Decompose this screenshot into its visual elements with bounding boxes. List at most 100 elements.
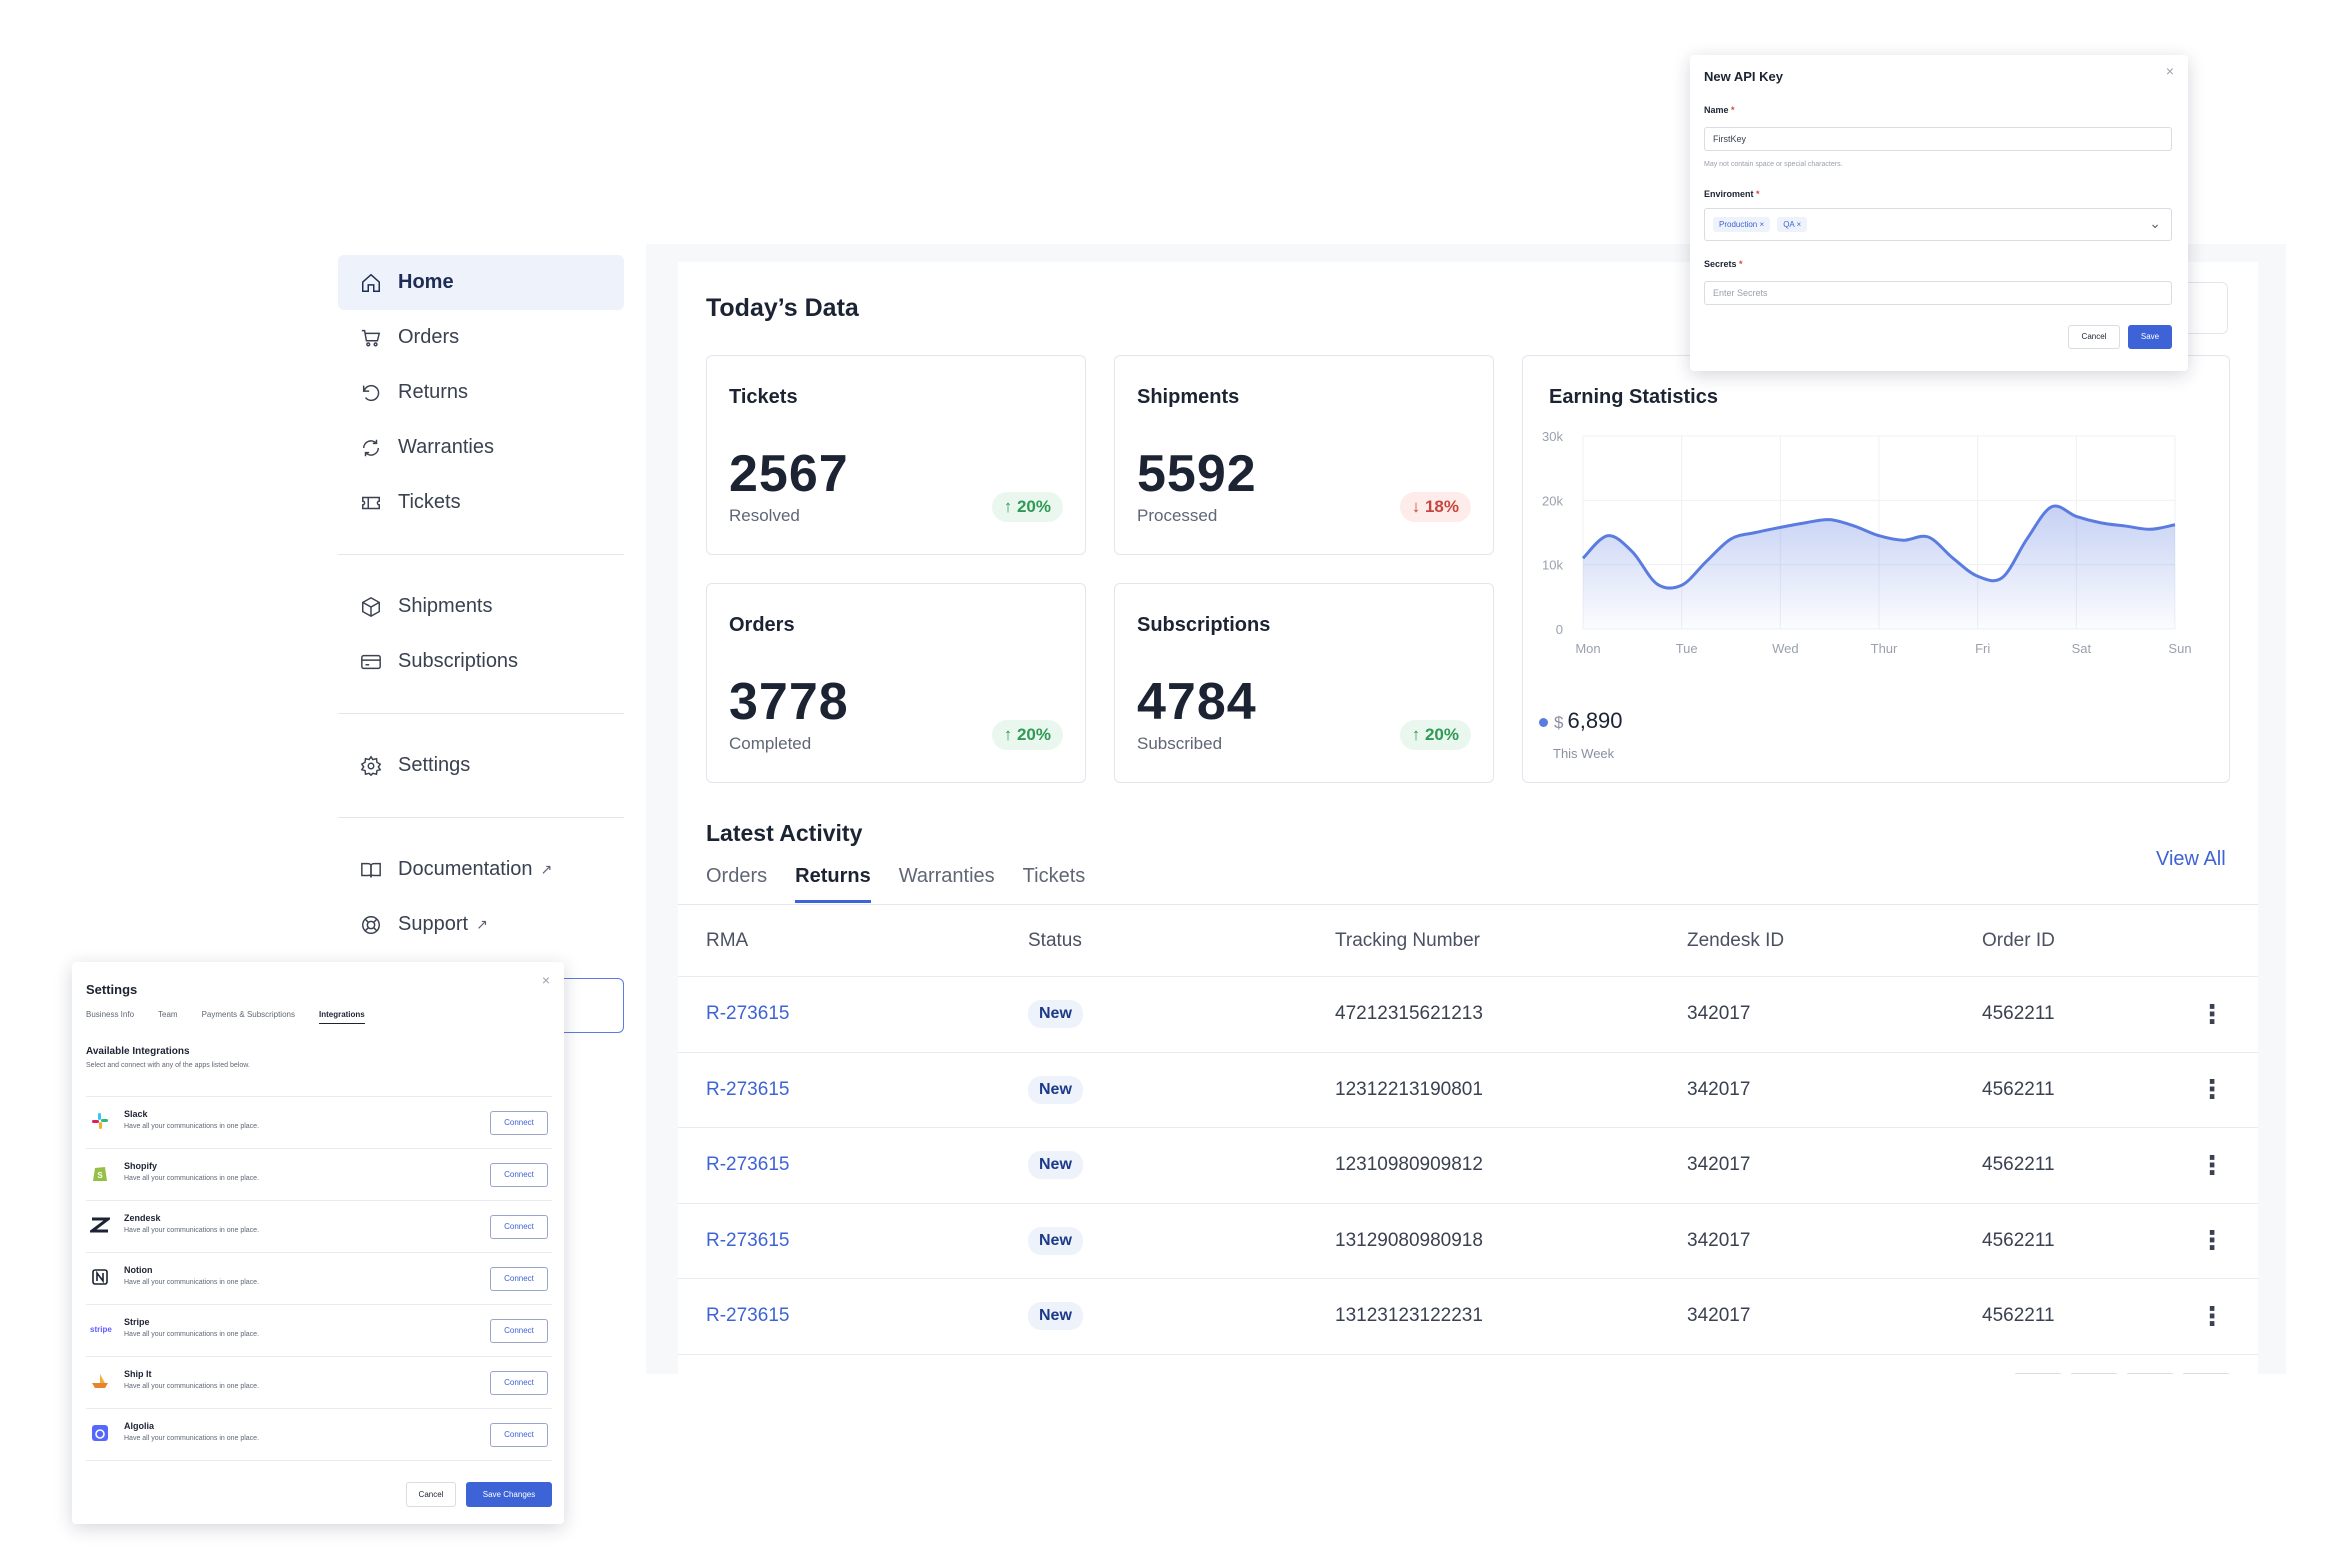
list-item: stripe Stripe Have all your communicatio…	[86, 1305, 552, 1357]
y-tick-label: 30k	[1542, 429, 1563, 444]
arrow-up-icon: ↑	[1003, 725, 1017, 744]
stat-card-subtitle: Completed	[729, 734, 812, 753]
environment-select[interactable]: Production × QA × ⌄	[1704, 208, 2172, 241]
tab-integrations[interactable]: Integrations	[318, 1010, 365, 1024]
stat-card-title: Subscriptions	[1137, 614, 1271, 636]
zendesk-id: 342017	[1687, 1154, 1751, 1176]
order-id: 4562211	[1982, 1078, 2055, 1100]
book-icon	[361, 862, 381, 877]
sidebar-item-tickets[interactable]: Tickets	[338, 475, 624, 530]
notion-icon	[90, 1267, 110, 1287]
name-label: Name *	[1704, 105, 1735, 115]
integration-name: Slack	[124, 1109, 148, 1119]
y-tick-label: 0	[1556, 622, 1563, 637]
connect-button[interactable]: Connect	[490, 1371, 548, 1395]
sidebar-item-label: Support	[398, 913, 469, 935]
sidebar-divider	[338, 713, 624, 714]
integration-name: Algolia	[124, 1421, 155, 1431]
cancel-button[interactable]: Cancel	[406, 1482, 456, 1507]
sidebar-item-documentation[interactable]: Documentation ↗	[338, 842, 624, 897]
stat-card-title: Shipments	[1137, 386, 1240, 408]
sidebar-item-label: Settings	[398, 754, 471, 776]
column-header: Tracking Number	[1335, 929, 1481, 951]
return-icon	[362, 384, 380, 401]
sidebar-item-label: Shipments	[398, 595, 493, 617]
sidebar-item-returns[interactable]: Returns	[338, 365, 624, 420]
rma-link[interactable]: R-273615	[706, 1078, 790, 1100]
stat-card-subscriptions: Subscriptions 4784 Subscribed ↑ 20%	[1114, 583, 1494, 783]
sidebar-item-shipments[interactable]: Shipments	[338, 579, 624, 634]
rma-link[interactable]: R-273615	[706, 1003, 790, 1025]
page-button[interactable]	[2071, 1373, 2117, 1376]
ticket-icon	[362, 496, 380, 509]
environment-chip[interactable]: Production ×	[1713, 217, 1771, 232]
sidebar-item-label: Warranties	[398, 436, 494, 458]
list-item: Ship It Have all your communications in …	[86, 1357, 552, 1409]
zendesk-icon	[87, 1215, 113, 1235]
more-options-icon[interactable]: ⋮	[2199, 1300, 2225, 1331]
tab-returns[interactable]: Returns	[795, 865, 871, 903]
x-tick-label: Mon	[1575, 641, 1600, 656]
weekly-total-label: This Week	[1553, 746, 1615, 761]
tab-orders[interactable]: Orders	[706, 865, 768, 887]
view-all-link[interactable]: View All	[2156, 848, 2226, 870]
svg-text:stripe: stripe	[90, 1325, 112, 1334]
cancel-button[interactable]: Cancel	[2068, 325, 2120, 349]
chevron-down-icon[interactable]: ⌄	[2149, 215, 2161, 231]
more-options-icon[interactable]: ⋮	[2199, 1074, 2225, 1105]
close-icon[interactable]: ×	[2165, 63, 2174, 79]
sidebar-item-home[interactable]: Home	[338, 255, 624, 310]
sidebar-item-orders[interactable]: Orders	[338, 310, 624, 365]
environment-chip[interactable]: QA ×	[1777, 217, 1808, 232]
close-icon[interactable]: ×	[541, 972, 550, 988]
sidebar-item-settings[interactable]: Settings	[338, 738, 624, 793]
connect-button[interactable]: Connect	[490, 1267, 548, 1291]
zendesk-id: 342017	[1687, 1305, 1751, 1327]
rma-link[interactable]: R-273615	[706, 1154, 790, 1176]
page-button[interactable]	[2127, 1373, 2173, 1376]
more-options-icon[interactable]: ⋮	[2199, 1225, 2225, 1256]
tab-business-info[interactable]: Business Info	[86, 1010, 135, 1019]
name-field[interactable]: FirstKey	[1704, 127, 2172, 151]
integration-name: Zendesk	[124, 1213, 161, 1223]
sidebar-divider	[338, 817, 624, 818]
shopify-icon: S	[90, 1163, 110, 1183]
environment-label: Enviroment *	[1704, 189, 1760, 199]
page-button[interactable]	[2183, 1373, 2229, 1376]
rma-link[interactable]: R-273615	[706, 1229, 790, 1251]
connect-button[interactable]: Connect	[490, 1111, 548, 1135]
tab-warranties[interactable]: Warranties	[898, 865, 995, 887]
status-badge: New	[1028, 1000, 1083, 1029]
refresh-icon	[362, 439, 380, 456]
connect-button[interactable]: Connect	[490, 1423, 548, 1447]
secrets-field[interactable]: Enter Secrets	[1704, 281, 2172, 305]
connect-button[interactable]: Connect	[490, 1319, 548, 1343]
page-button[interactable]	[2015, 1373, 2061, 1376]
change-badge: ↓ 18%	[1399, 492, 1471, 522]
name-hint: May not contain space or special charact…	[1704, 161, 1843, 168]
sidebar-item-warranties[interactable]: Warranties	[338, 420, 624, 475]
save-button[interactable]: Save	[2128, 325, 2172, 349]
list-item: S Shopify Have all your communications i…	[86, 1149, 552, 1201]
sidebar-item-subscriptions[interactable]: Subscriptions	[338, 634, 624, 689]
sidebar-item-label: Returns	[398, 381, 469, 403]
y-tick-label: 10k	[1542, 558, 1563, 573]
tab-tickets[interactable]: Tickets	[1022, 865, 1086, 887]
more-options-icon[interactable]: ⋮	[2199, 998, 2225, 1029]
sidebar-item-label: Orders	[398, 326, 460, 348]
order-id: 4562211	[1982, 1305, 2055, 1327]
integration-description: Have all your communications in one plac…	[124, 1123, 260, 1130]
connect-button[interactable]: Connect	[490, 1215, 548, 1239]
connect-button[interactable]: Connect	[490, 1163, 548, 1187]
integration-description: Have all your communications in one plac…	[124, 1227, 260, 1234]
more-options-icon[interactable]: ⋮	[2199, 1149, 2225, 1180]
sidebar-item-support[interactable]: Support ↗	[338, 897, 624, 952]
legend-dot	[1539, 717, 1548, 727]
stat-card-value: 4784	[1137, 673, 1257, 731]
tab-team[interactable]: Team	[158, 1010, 178, 1019]
tab-payments[interactable]: Payments & Subscriptions	[201, 1010, 295, 1019]
settings-tabs: Business Info Team Payments & Subscripti…	[86, 1010, 365, 1024]
save-changes-button[interactable]: Save Changes	[466, 1482, 552, 1507]
svg-text:S: S	[97, 1171, 103, 1180]
rma-link[interactable]: R-273615	[706, 1305, 790, 1327]
